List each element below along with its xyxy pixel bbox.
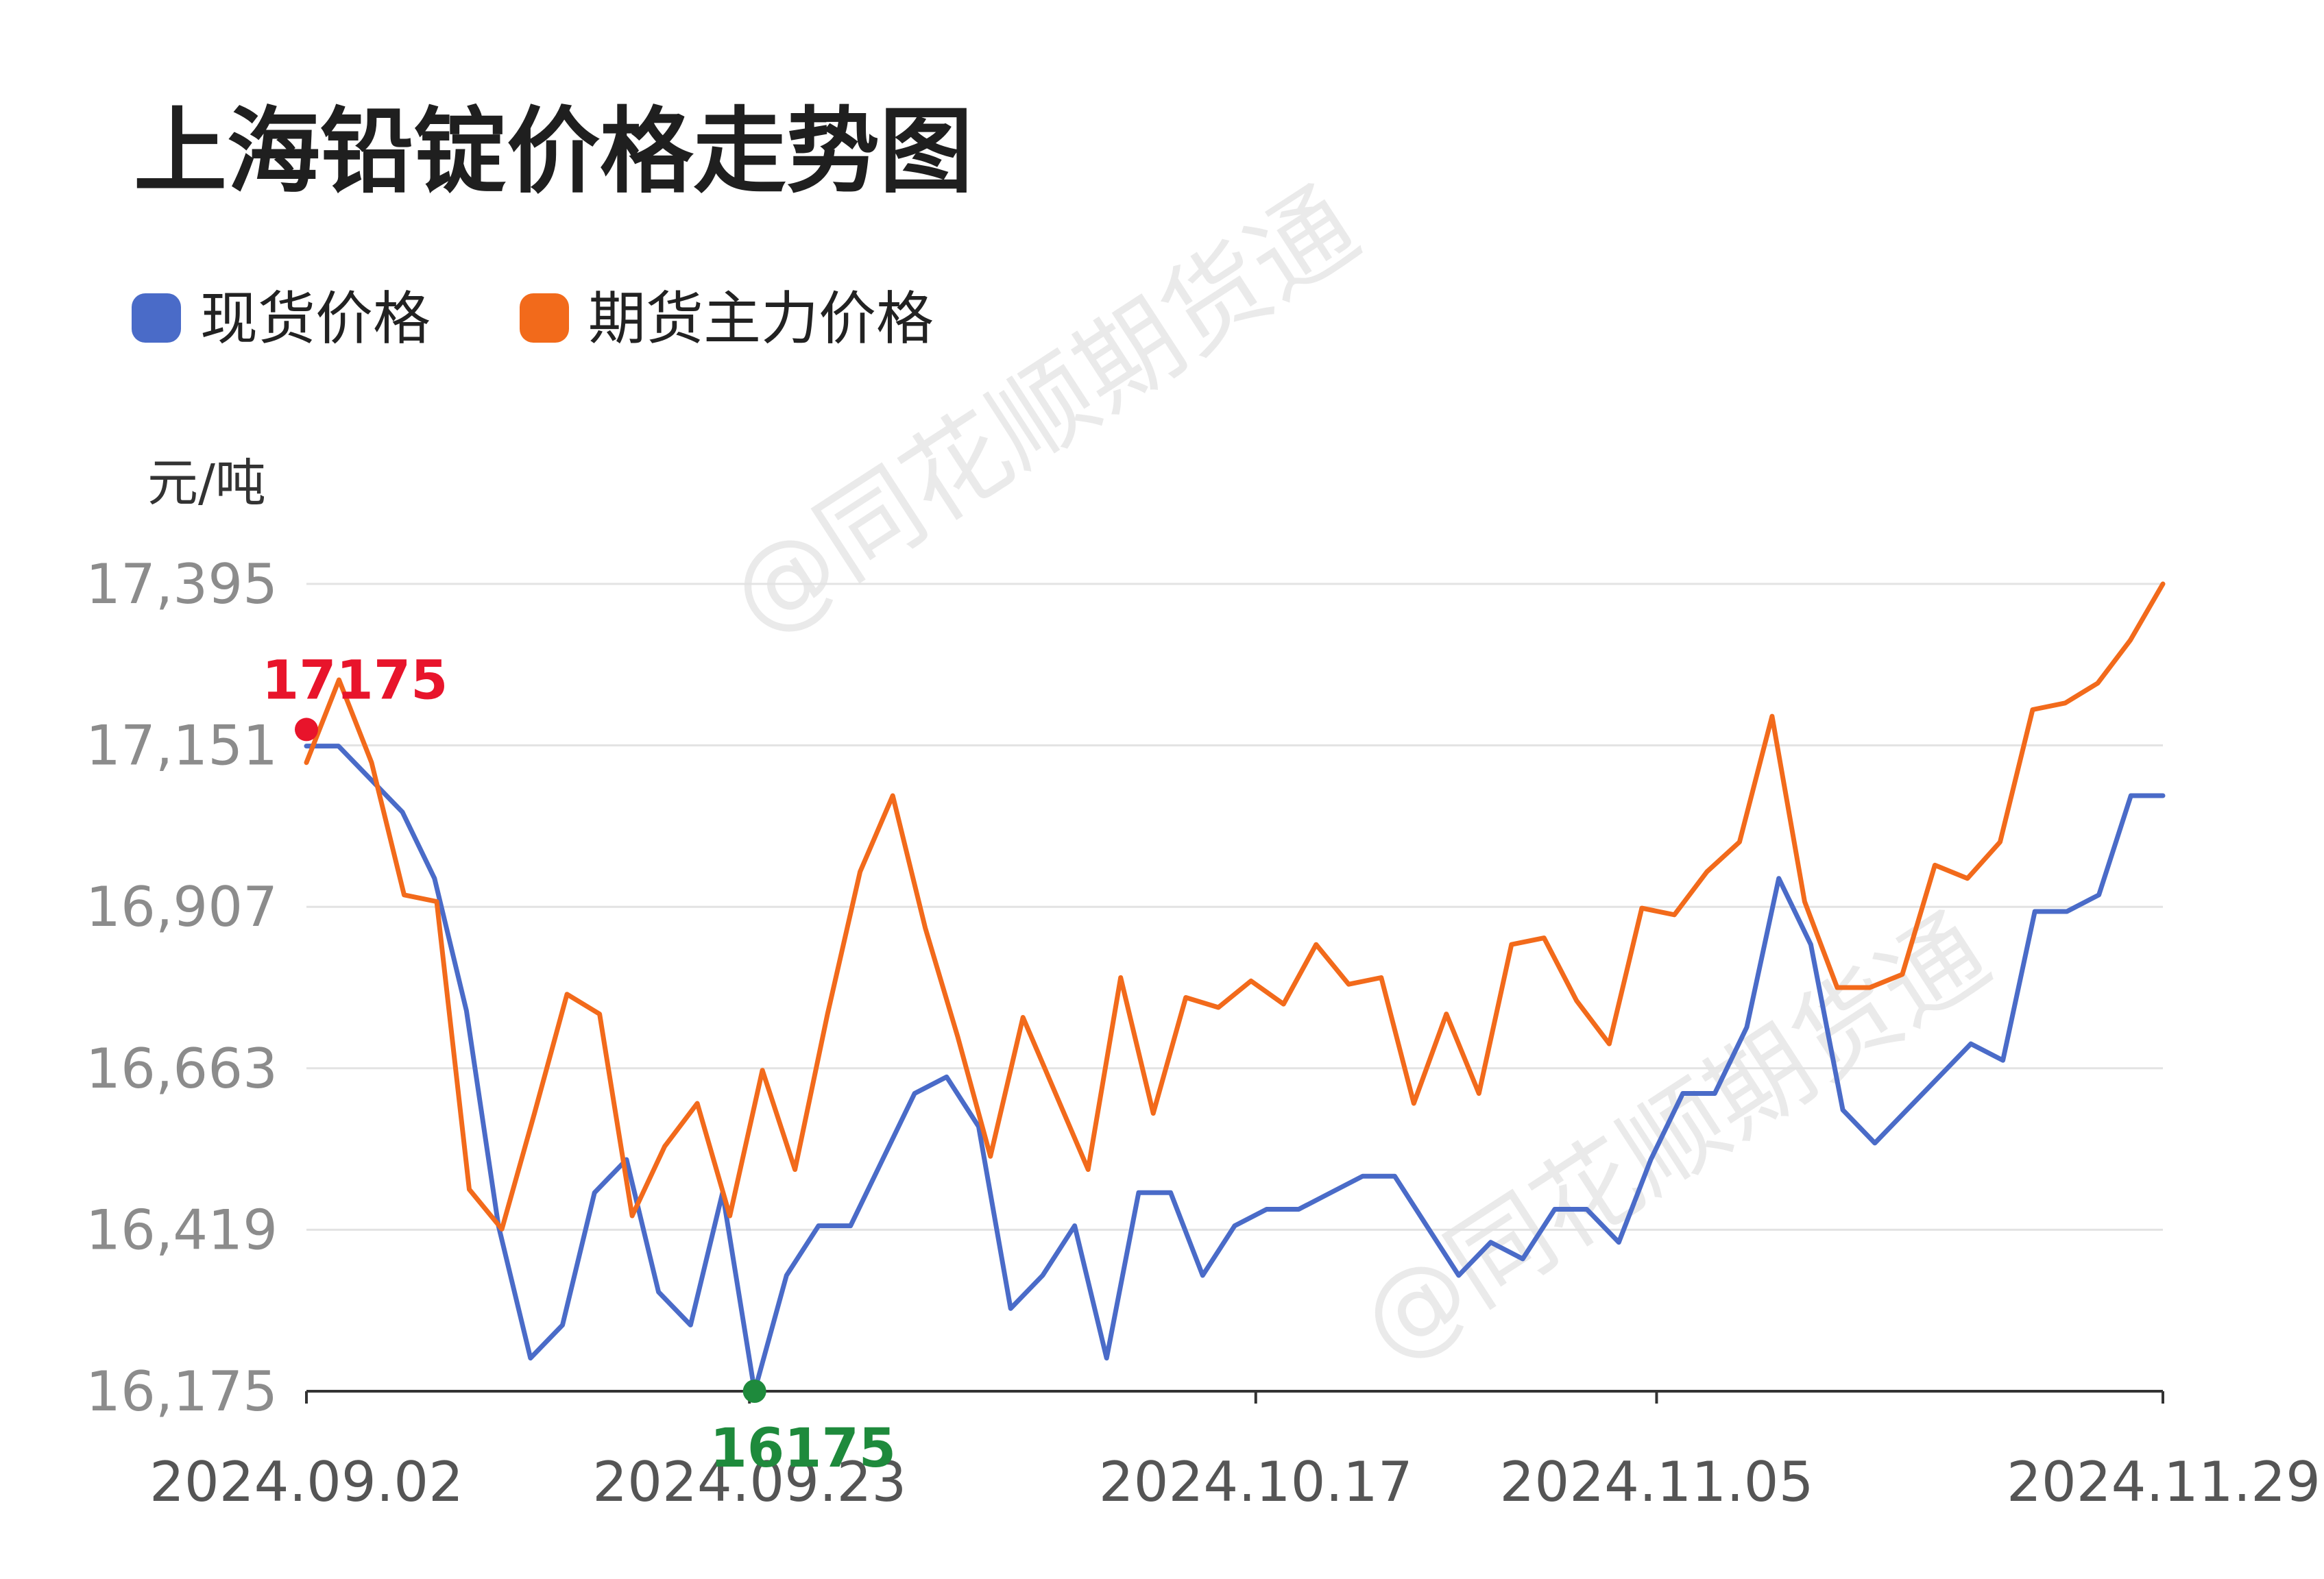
- series-line-futures: [304, 581, 2166, 1232]
- y-axis-unit: 元/吨: [147, 454, 266, 513]
- y-tick-label: 16,175: [86, 1360, 278, 1423]
- min-label: 16175: [710, 1418, 896, 1480]
- x-axis: 2024.09.02 2024.09.23 2024.10.17 2024.11.05…: [149, 1390, 2321, 1514]
- legend-swatch-spot: [132, 293, 181, 343]
- min-marker: [742, 1380, 766, 1403]
- x-tick-label: 2024.10.17: [1099, 1450, 1413, 1514]
- y-tick-label: 17,395: [86, 552, 278, 616]
- legend-swatch-futures: [520, 293, 569, 343]
- chart-title: 上海铅锭价格走势图: [134, 98, 973, 206]
- legend-label-spot: 现货价格: [200, 285, 431, 352]
- y-tick-label: 16,907: [86, 875, 278, 939]
- max-label: 17175: [262, 650, 448, 711]
- x-tick-label: 2024.11.05: [1499, 1450, 1813, 1514]
- legend-item-futures[interactable]: 期货主力价格: [520, 285, 934, 352]
- legend-label-futures: 期货主力价格: [588, 285, 934, 352]
- y-tick-label: 17,151: [86, 714, 278, 778]
- y-tick-label: 16,419: [86, 1198, 278, 1262]
- x-tick-label: 2024.09.02: [149, 1450, 463, 1514]
- max-marker: [295, 718, 318, 742]
- series-lines: [304, 581, 2166, 1394]
- y-axis: 17,395 17,151 16,907 16,663 16,419 16,175: [86, 552, 278, 1423]
- y-tick-label: 16,663: [86, 1037, 278, 1101]
- watermark-bottom: @同花顺期货通: [1340, 892, 2009, 1384]
- x-tick-label: 2024.11.29: [2007, 1450, 2321, 1514]
- annotations: 17175 16175: [262, 650, 896, 1480]
- legend: 现货价格 期货主力价格: [132, 285, 934, 352]
- x-tick-label: 2024.09.23: [592, 1450, 906, 1514]
- legend-item-spot[interactable]: 现货价格: [132, 285, 431, 352]
- grid: [306, 583, 2163, 1231]
- series-line-spot: [304, 744, 2166, 1394]
